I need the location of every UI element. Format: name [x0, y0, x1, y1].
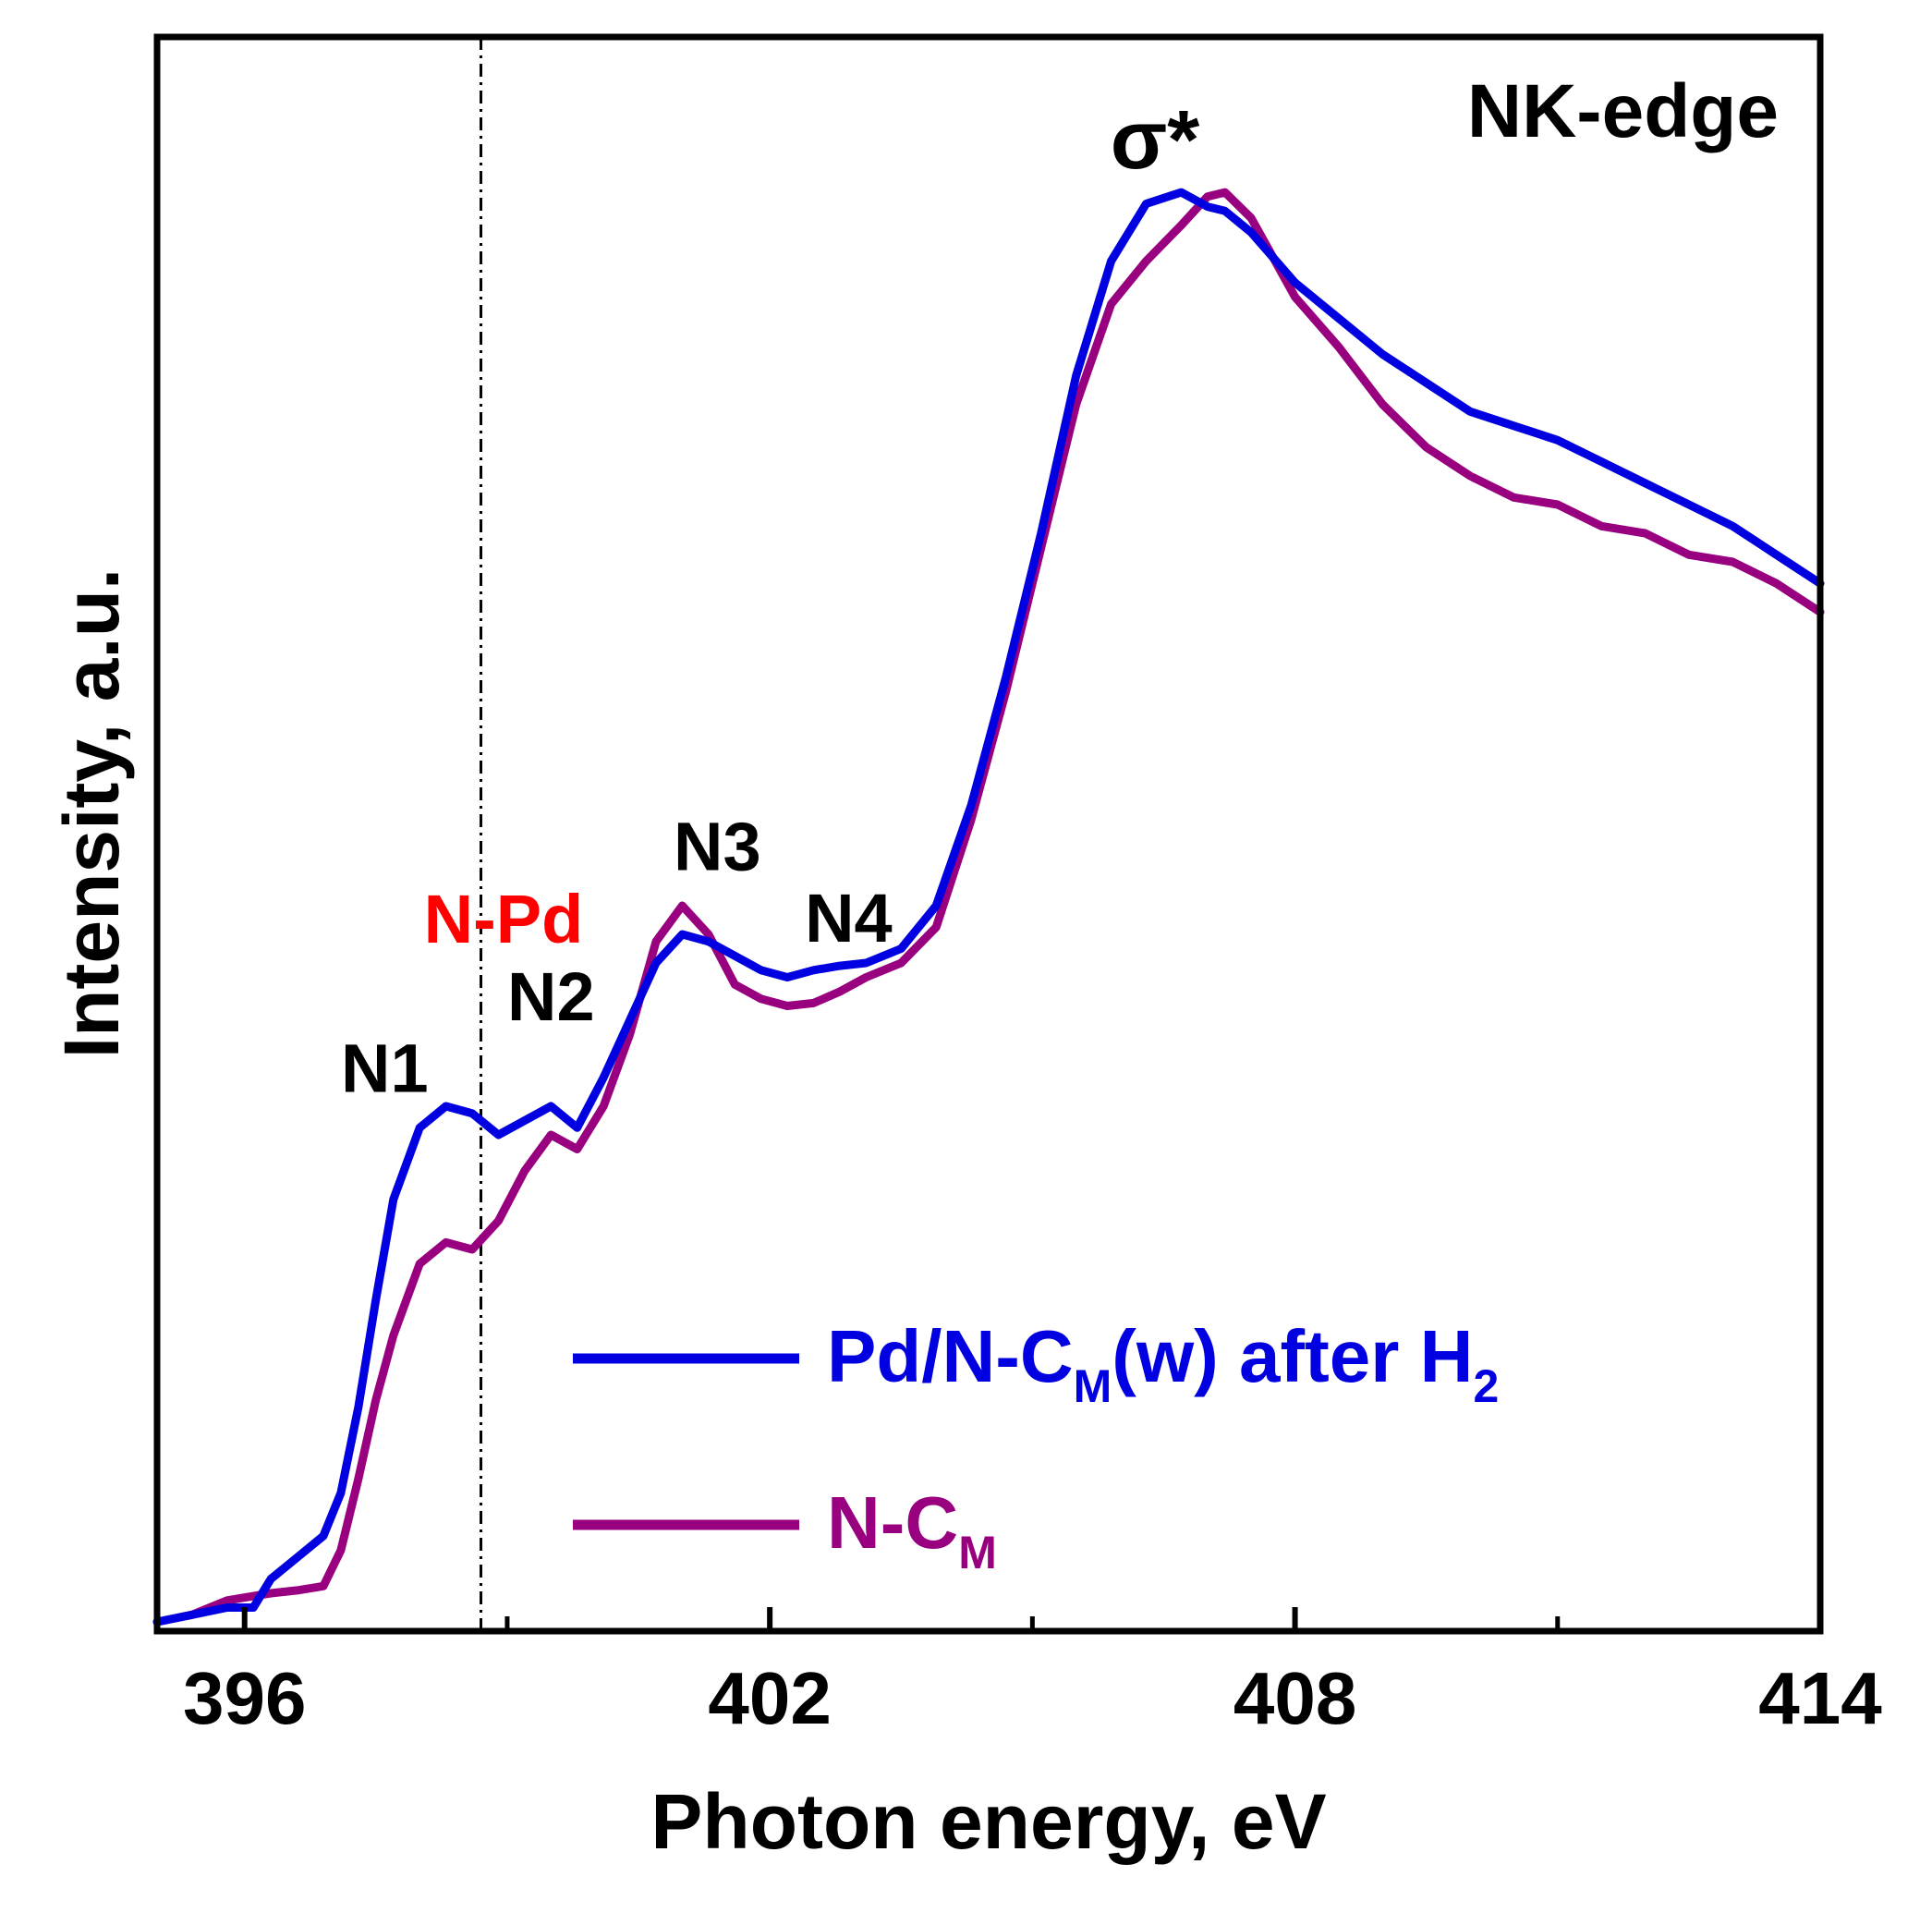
nk-edge-label: NK-edge: [1467, 69, 1779, 153]
x-tick-label-408: 408: [1233, 1657, 1356, 1739]
series-line-pd-n-cm-after-h2: [152, 188, 1825, 1627]
peak-label-n3: N3: [674, 808, 761, 884]
y-axis-label: Intensity, a.u.: [48, 568, 135, 1059]
legend-label-pd-n-cm-main: Pd/N-C: [827, 1315, 1074, 1397]
legend: Pd/N-CM(w) after H2 N-CM: [573, 1315, 1499, 1578]
axes: [153, 33, 1824, 1635]
series-line-n-cm: [152, 188, 1825, 1627]
legend-label-n-cm-main: N-C: [827, 1481, 958, 1564]
peak-label-n2: N2: [507, 958, 595, 1035]
legend-label-n-cm: N-CM: [827, 1481, 997, 1578]
plot-frame: [153, 33, 1824, 1635]
x-axis-label: Photon energy, eV: [650, 1778, 1326, 1865]
legend-label-pd-n-cm: Pd/N-CM(w) after H2: [827, 1315, 1499, 1412]
peak-label-n1: N1: [341, 1030, 429, 1107]
legend-label-n-cm-sub: M: [958, 1527, 997, 1578]
x-tick-label-414: 414: [1758, 1657, 1882, 1739]
x-tick-label-396: 396: [183, 1657, 306, 1739]
peak-label-sigma-star: σ*: [1111, 94, 1200, 187]
plot-area: [152, 37, 1825, 1631]
legend-label-pd-n-cm-suffix: (w) after H: [1112, 1315, 1473, 1397]
x-axis-ticks: 396 402 408 414: [183, 1607, 1882, 1739]
peak-label-n4: N4: [805, 880, 893, 956]
x-tick-label-402: 402: [708, 1657, 831, 1739]
legend-label-pd-n-cm-sub: M: [1074, 1360, 1112, 1412]
legend-label-pd-n-cm-sub2: 2: [1473, 1360, 1499, 1412]
reference-line-label: N-Pd: [424, 881, 584, 957]
